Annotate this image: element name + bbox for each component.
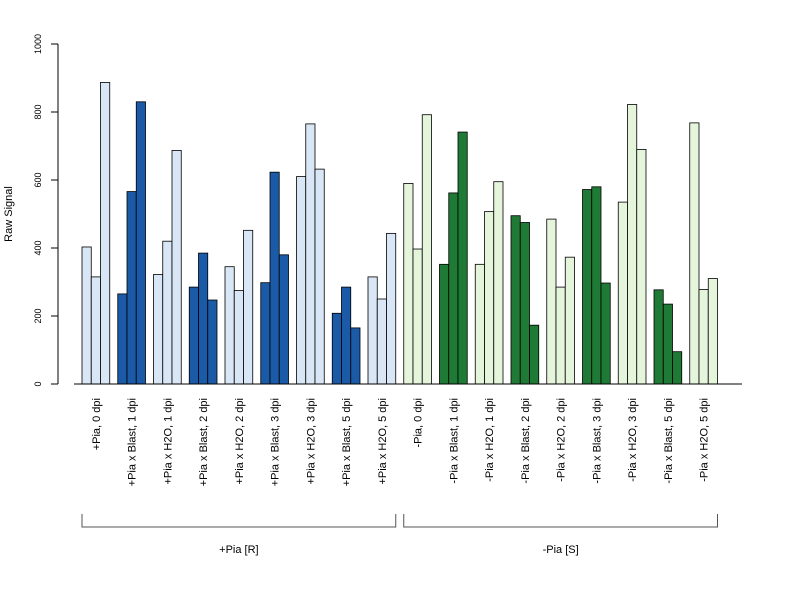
bars-layer	[81, 82, 718, 385]
y-tick-label: 200	[33, 308, 43, 323]
y-axis: 0 200 400 600 800 1000	[33, 34, 59, 387]
bar	[519, 222, 530, 385]
category-label: +Pia x Blast, 3 dpi	[270, 398, 282, 486]
bar	[510, 215, 521, 385]
bar	[636, 148, 647, 385]
bar	[350, 327, 361, 385]
bar	[617, 201, 628, 385]
bar	[600, 282, 611, 385]
bar	[653, 289, 664, 385]
group-brackets: +Pia [R] -Pia [S]	[81, 514, 718, 556]
bar	[171, 150, 182, 385]
bar	[457, 131, 468, 385]
category-label: +Pia x H2O, 1 dpi	[162, 398, 174, 485]
bar	[331, 312, 342, 385]
category-label: +Pia, 0 dpi	[91, 398, 103, 450]
bar	[100, 82, 111, 385]
group-bracket	[403, 514, 718, 528]
bar	[243, 229, 254, 385]
bar	[672, 351, 683, 385]
bar	[403, 182, 414, 385]
bar	[707, 278, 718, 385]
bar	[224, 266, 235, 385]
y-tick-label: 600	[33, 172, 43, 187]
y-tick-label: 0	[33, 381, 43, 386]
bar	[421, 114, 432, 385]
y-tick-label: 1000	[33, 34, 43, 54]
bar	[278, 254, 289, 385]
category-label: +Pia x Blast, 5 dpi	[341, 398, 353, 486]
bar	[493, 181, 504, 385]
bar	[662, 303, 673, 385]
category-label: -Pia x Blast, 2 dpi	[520, 398, 532, 484]
bar	[90, 276, 101, 385]
bar	[296, 176, 307, 385]
group-bracket	[81, 514, 397, 528]
bar	[198, 252, 209, 385]
bar	[582, 189, 593, 385]
bar	[162, 240, 173, 385]
category-label: -Pia x H2O, 5 dpi	[699, 398, 711, 482]
bar	[233, 290, 244, 385]
bar	[439, 263, 450, 385]
bar	[188, 286, 199, 385]
category-label: +Pia x Blast, 2 dpi	[198, 398, 210, 486]
y-tick-label: 800	[33, 104, 43, 119]
y-axis-label: Raw Signal	[3, 186, 15, 242]
category-label: +Pia x H2O, 2 dpi	[234, 398, 246, 485]
y-tick-label: 400	[33, 240, 43, 255]
bar	[269, 171, 280, 385]
bar	[117, 293, 128, 385]
bar	[698, 289, 709, 385]
bar	[153, 274, 164, 385]
category-label: -Pia, 0 dpi	[413, 398, 425, 448]
bar	[448, 192, 459, 385]
bar	[367, 276, 378, 385]
bar	[591, 186, 602, 385]
group-label: -Pia [S]	[543, 544, 579, 556]
bar	[484, 211, 495, 385]
bar	[689, 122, 700, 385]
bar	[386, 232, 397, 385]
bar	[412, 248, 423, 385]
category-label: -Pia x H2O, 2 dpi	[556, 398, 568, 482]
category-label: +Pia x H2O, 3 dpi	[305, 398, 317, 485]
group-label: +Pia [R]	[219, 544, 258, 556]
bar	[627, 104, 638, 385]
bar	[314, 168, 325, 385]
bar	[126, 191, 137, 385]
category-label: -Pia x H2O, 3 dpi	[627, 398, 639, 482]
bar	[305, 123, 316, 385]
bar	[260, 282, 271, 385]
category-labels: +Pia, 0 dpi +Pia x Blast, 1 dpi +Pia x H2O…	[91, 398, 711, 486]
bar	[341, 286, 352, 385]
category-label: -Pia x H2O, 1 dpi	[484, 398, 496, 482]
bar	[376, 298, 387, 385]
bar	[207, 299, 218, 385]
bar	[564, 256, 575, 385]
bar	[474, 263, 485, 385]
category-label: +Pia x Blast, 1 dpi	[127, 398, 139, 486]
bar	[546, 218, 557, 385]
category-label: -Pia x Blast, 1 dpi	[448, 398, 460, 484]
bar	[135, 101, 146, 385]
category-label: -Pia x Blast, 3 dpi	[591, 398, 603, 484]
bar	[81, 246, 92, 385]
bar	[555, 286, 566, 385]
category-label: +Pia x H2O, 5 dpi	[377, 398, 389, 485]
category-label: -Pia x Blast, 5 dpi	[663, 398, 675, 484]
bar	[529, 324, 540, 385]
